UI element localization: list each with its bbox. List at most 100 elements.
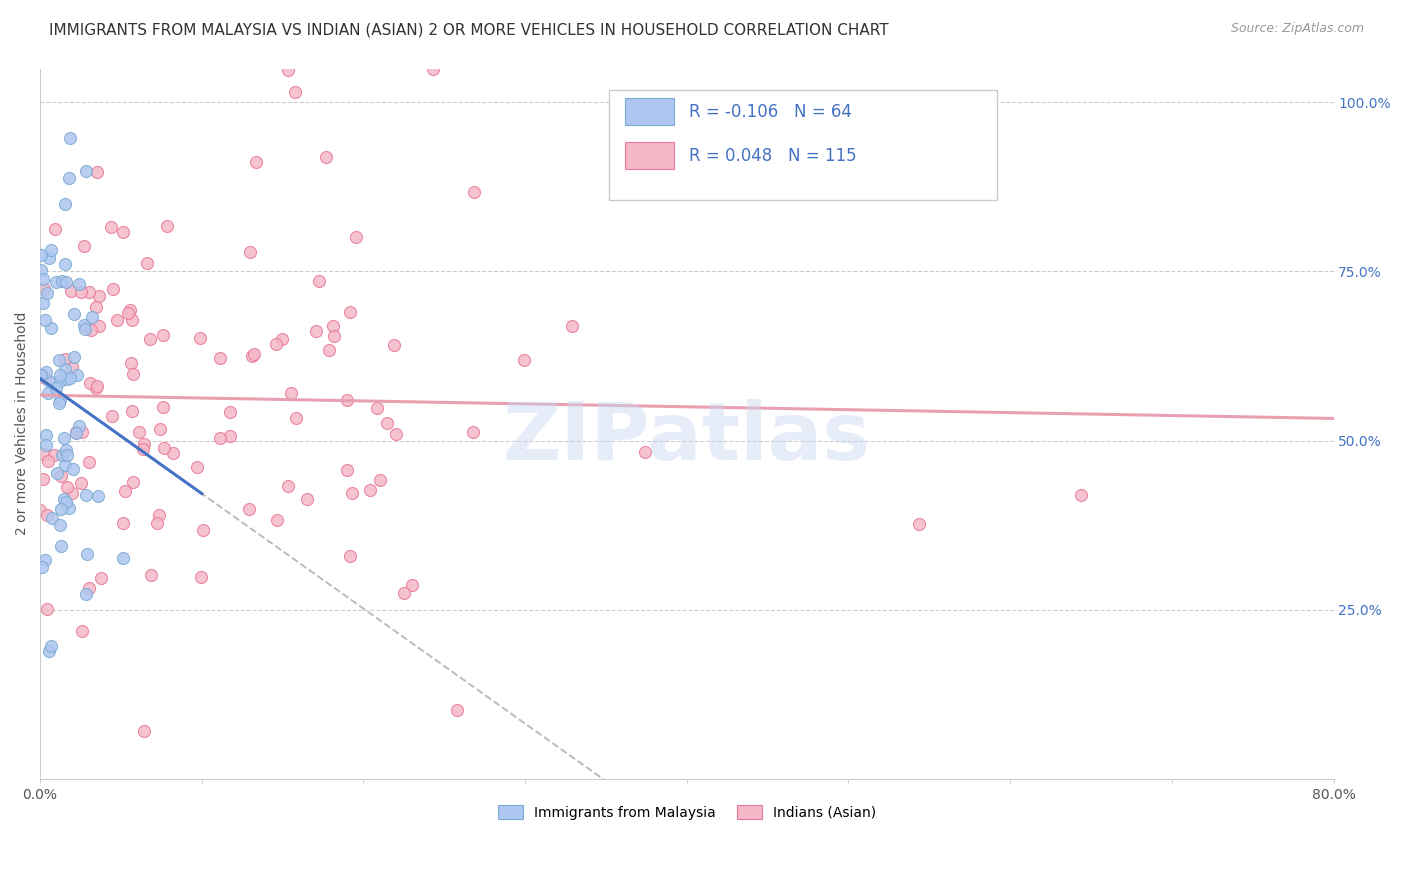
- Point: [53, 197, 76, 211]
- Point: [401, 578, 423, 592]
- Point: [120, 356, 142, 370]
- Point: [48, 353, 70, 368]
- Point: [907, 517, 929, 532]
- Point: [31, 560, 53, 574]
- Point: [315, 151, 337, 165]
- Point: [111, 550, 134, 565]
- Point: [66, 368, 89, 382]
- Point: [114, 484, 136, 499]
- Point: [561, 319, 583, 334]
- Point: [62, 462, 84, 476]
- Point: [77, 581, 100, 595]
- Point: [30, 368, 52, 383]
- Point: [101, 409, 124, 423]
- Point: [37, 385, 59, 400]
- Point: [34, 371, 56, 385]
- Point: [35, 438, 58, 452]
- Point: [38, 374, 60, 388]
- Point: [382, 337, 405, 351]
- Text: R = -0.106   N = 64: R = -0.106 N = 64: [689, 103, 852, 120]
- Point: [37, 508, 59, 523]
- Point: [295, 491, 318, 506]
- Point: [32, 282, 55, 296]
- Point: [55, 372, 77, 386]
- Point: [41, 510, 63, 524]
- Point: [80, 323, 103, 337]
- Point: [242, 349, 264, 363]
- Point: [67, 277, 90, 292]
- Point: [79, 376, 101, 390]
- Point: [139, 332, 162, 346]
- Point: [32, 272, 55, 286]
- Point: [31, 296, 53, 310]
- Point: [277, 479, 299, 493]
- Point: [45, 276, 67, 290]
- Point: [117, 305, 139, 319]
- Point: [105, 312, 128, 326]
- Point: [120, 303, 142, 318]
- Point: [191, 523, 214, 537]
- Point: [634, 445, 657, 459]
- Point: [422, 62, 444, 76]
- Point: [84, 381, 107, 395]
- Point: [218, 405, 240, 419]
- Point: [32, 472, 55, 486]
- Point: [51, 448, 73, 462]
- Point: [49, 502, 72, 516]
- Text: Source: ZipAtlas.com: Source: ZipAtlas.com: [1230, 22, 1364, 36]
- Point: [359, 483, 381, 497]
- Point: [52, 492, 75, 507]
- Point: [75, 587, 97, 601]
- Point: [30, 263, 52, 277]
- Point: [266, 513, 288, 527]
- Point: [31, 368, 53, 382]
- Point: [34, 313, 56, 327]
- Legend: Immigrants from Malaysia, Indians (Asian): Immigrants from Malaysia, Indians (Asian…: [492, 800, 882, 825]
- Point: [73, 239, 96, 253]
- Point: [35, 602, 58, 616]
- Point: [145, 516, 167, 531]
- Point: [49, 518, 72, 533]
- Point: [45, 381, 67, 395]
- Point: [139, 568, 162, 582]
- Point: [75, 322, 97, 336]
- Point: [86, 489, 108, 503]
- Point: [38, 643, 60, 657]
- Point: [132, 437, 155, 451]
- Y-axis label: 2 or more Vehicles in Household: 2 or more Vehicles in Household: [15, 312, 30, 535]
- Point: [72, 624, 94, 638]
- Point: [73, 318, 96, 333]
- Point: [245, 155, 267, 169]
- Point: [45, 466, 67, 480]
- Point: [77, 285, 100, 299]
- Point: [277, 62, 299, 77]
- Point: [152, 401, 174, 415]
- Point: [100, 219, 122, 234]
- Point: [208, 351, 231, 365]
- Point: [385, 427, 408, 442]
- Point: [60, 485, 83, 500]
- Point: [270, 332, 292, 346]
- Point: [55, 495, 77, 509]
- Point: [70, 425, 93, 439]
- Point: [461, 425, 484, 439]
- Point: [60, 360, 83, 375]
- Point: [112, 225, 135, 239]
- Point: [49, 368, 72, 382]
- Point: [37, 454, 59, 468]
- Point: [239, 245, 262, 260]
- Point: [318, 343, 340, 357]
- Point: [305, 324, 328, 338]
- Point: [188, 331, 211, 345]
- Point: [84, 300, 107, 314]
- Point: [55, 362, 77, 376]
- FancyBboxPatch shape: [609, 90, 997, 200]
- Point: [1070, 488, 1092, 502]
- Point: [208, 431, 231, 445]
- Point: [336, 393, 359, 408]
- Point: [243, 347, 266, 361]
- Point: [368, 474, 391, 488]
- Point: [394, 586, 416, 600]
- Point: [56, 449, 79, 463]
- Point: [67, 418, 90, 433]
